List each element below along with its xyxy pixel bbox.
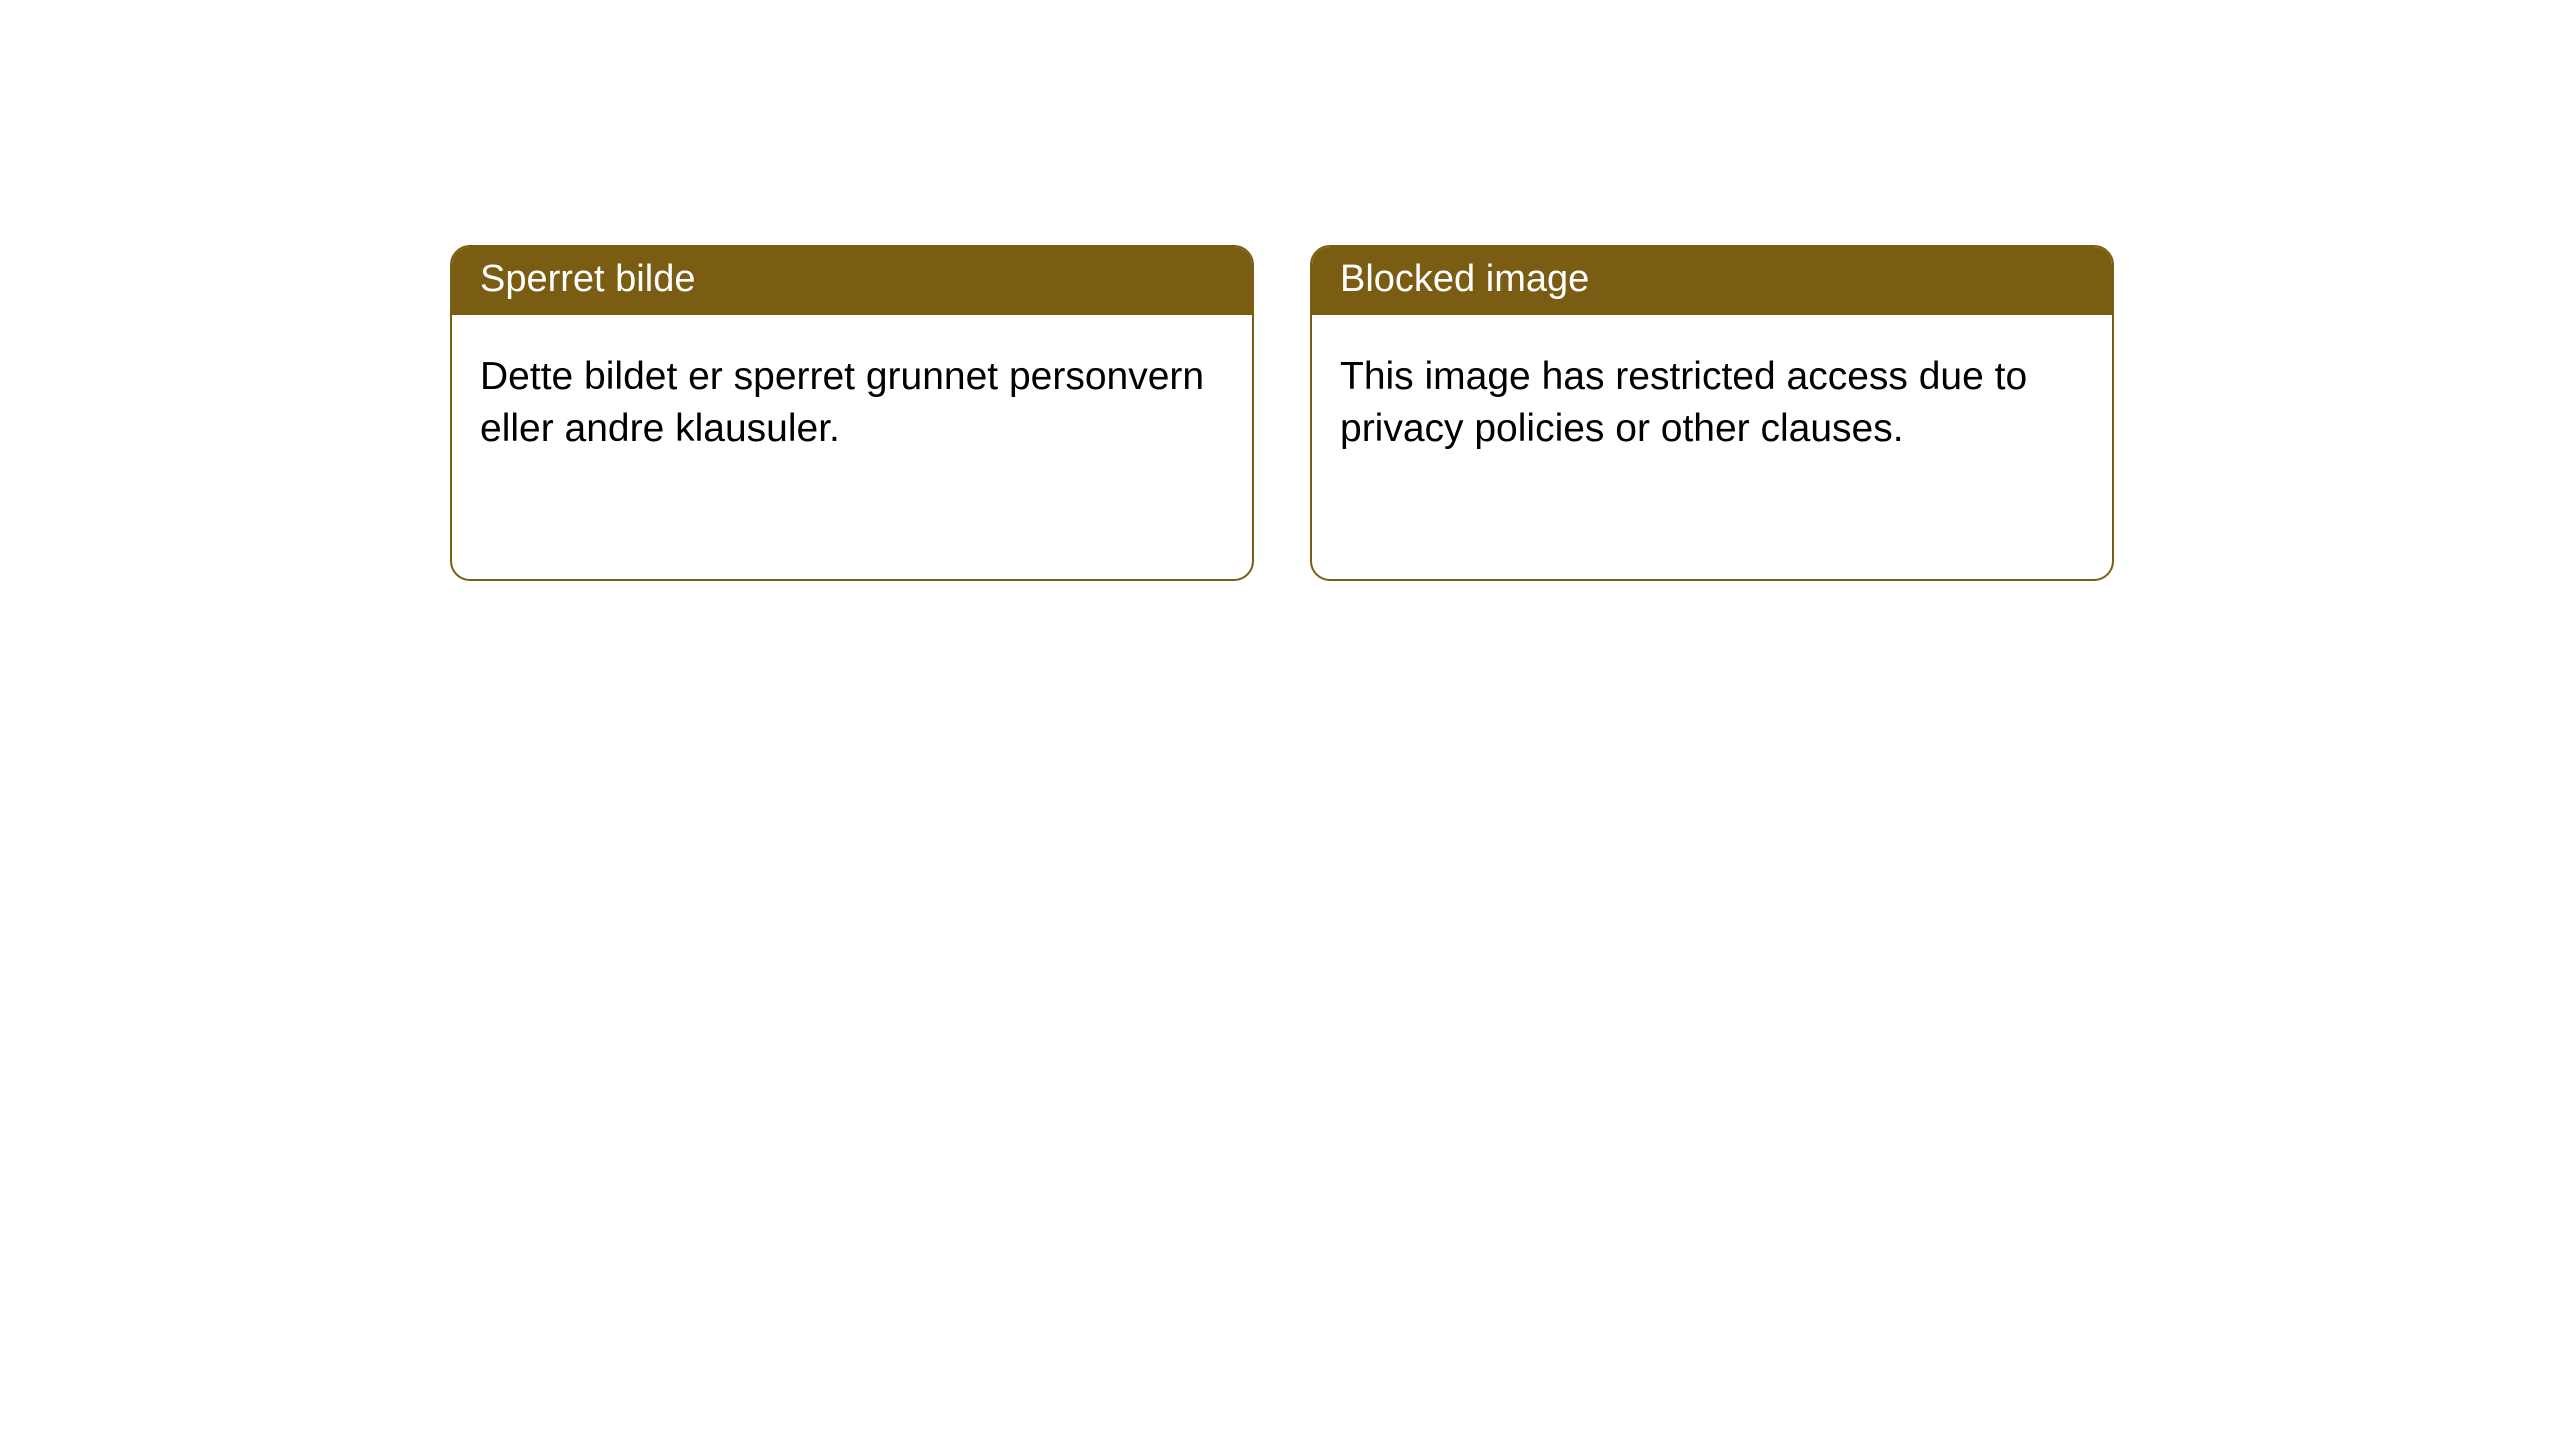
notice-title: Blocked image — [1312, 247, 2112, 315]
notice-container: Sperret bilde Dette bildet er sperret gr… — [0, 0, 2560, 581]
notice-card-norwegian: Sperret bilde Dette bildet er sperret gr… — [450, 245, 1254, 581]
notice-body: Dette bildet er sperret grunnet personve… — [452, 315, 1252, 484]
notice-card-english: Blocked image This image has restricted … — [1310, 245, 2114, 581]
notice-body: This image has restricted access due to … — [1312, 315, 2112, 484]
notice-title: Sperret bilde — [452, 247, 1252, 315]
